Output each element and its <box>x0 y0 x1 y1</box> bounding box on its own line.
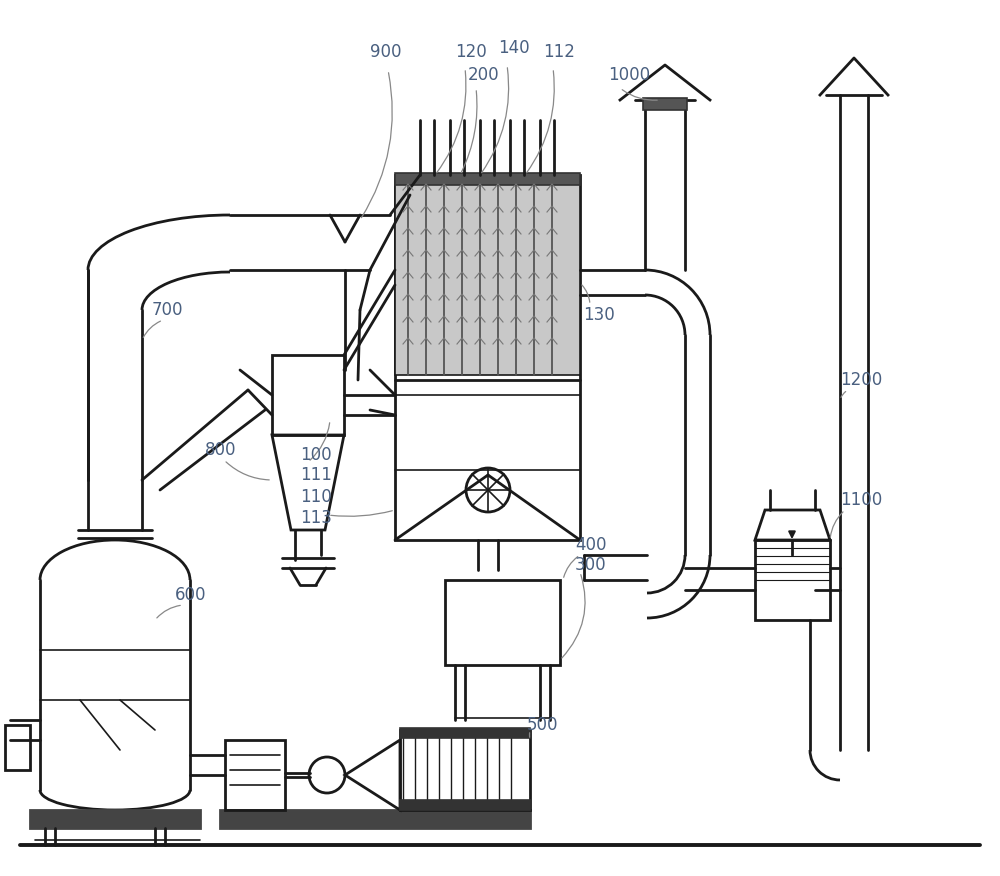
Text: 112: 112 <box>543 43 575 61</box>
Text: 110: 110 <box>300 488 332 506</box>
Text: 800: 800 <box>205 441 237 459</box>
Text: 140: 140 <box>498 39 530 57</box>
Bar <box>395 173 580 185</box>
Text: 900: 900 <box>370 43 402 61</box>
Text: 1000: 1000 <box>608 66 650 84</box>
Text: 400: 400 <box>575 536 606 554</box>
Text: 500: 500 <box>527 716 558 734</box>
Bar <box>643 98 687 110</box>
Bar <box>400 730 530 810</box>
Bar <box>755 540 830 620</box>
Bar <box>5 725 30 770</box>
Text: 130: 130 <box>583 306 615 324</box>
Text: 111: 111 <box>300 466 332 484</box>
Text: 100: 100 <box>300 446 332 464</box>
Text: 300: 300 <box>575 556 607 574</box>
Bar <box>30 810 200 828</box>
Bar <box>395 180 580 375</box>
Text: 113: 113 <box>300 509 332 527</box>
Bar <box>225 740 285 810</box>
Bar <box>272 355 344 435</box>
Bar <box>400 800 530 810</box>
Text: 200: 200 <box>468 66 500 84</box>
Bar <box>220 810 530 828</box>
Text: 1100: 1100 <box>840 491 882 509</box>
Text: 600: 600 <box>175 586 207 604</box>
Bar <box>445 580 560 665</box>
Text: 700: 700 <box>152 301 184 319</box>
Text: 1200: 1200 <box>840 371 882 389</box>
Bar <box>400 728 530 738</box>
Text: 120: 120 <box>455 43 487 61</box>
Bar <box>395 175 580 540</box>
